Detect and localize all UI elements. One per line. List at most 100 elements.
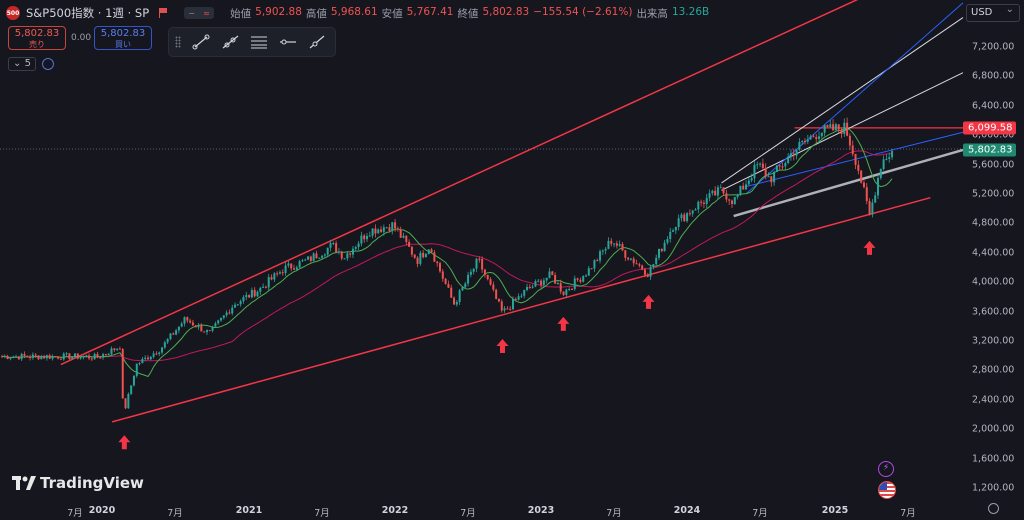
candle-body (646, 274, 649, 277)
candle-body (175, 330, 178, 335)
sell-button[interactable]: 5,802.83 売り (8, 26, 66, 50)
candle-body (792, 153, 795, 156)
candle-body (116, 348, 119, 350)
candle-body (601, 250, 604, 252)
candle-body (270, 277, 273, 280)
drag-handle-icon[interactable] (175, 36, 181, 48)
ray-tool-icon[interactable] (217, 31, 243, 53)
candle-body (627, 257, 630, 260)
flag-icon[interactable] (159, 8, 168, 18)
candle-body (85, 355, 88, 357)
candle-body (818, 136, 821, 139)
candle-body (20, 353, 23, 360)
candle-body (413, 254, 416, 258)
trendline-tool-icon[interactable] (188, 31, 214, 53)
us-flag-icon[interactable] (878, 481, 896, 499)
time-tick-label: 2020 (88, 505, 116, 516)
candle-body (888, 157, 891, 159)
candle-body (590, 268, 593, 270)
candle-body (427, 249, 430, 254)
candle-body (540, 280, 543, 285)
candle-body (545, 277, 548, 281)
candle-body (716, 187, 719, 196)
candle-body (284, 265, 287, 274)
candle-body (51, 356, 54, 359)
fib-tool-icon[interactable] (246, 31, 272, 53)
indicator-collapse-button[interactable]: ⌄ 5 (8, 57, 36, 71)
candle-body (469, 271, 472, 275)
candle-body (177, 326, 180, 331)
up-arrow-marker (118, 435, 131, 450)
axis-settings-icon[interactable] (988, 503, 999, 514)
candle-body (88, 355, 91, 359)
open-label: 始値 (230, 7, 252, 20)
candle-body (613, 243, 616, 245)
candle-body (478, 258, 481, 260)
symbol-name[interactable]: S&P500指数 · 1週 · SP (26, 6, 150, 20)
candle-body (79, 357, 82, 359)
volume-value: 13.26B (671, 5, 710, 18)
indicator-row: ⌄ 5 (8, 57, 54, 71)
candle-body (596, 260, 599, 262)
up-arrow-marker (642, 294, 655, 309)
candle-body (672, 230, 675, 232)
candle-body (753, 164, 756, 179)
candle-body (43, 356, 46, 359)
candle-body (118, 348, 121, 350)
candle-body (531, 286, 534, 288)
tradingview-logo[interactable]: TradingView (12, 474, 144, 492)
candle-body (278, 272, 281, 274)
candle-body (444, 278, 447, 285)
candle-body (526, 286, 529, 290)
compare-toggle[interactable]: − ≈ (184, 7, 215, 19)
candle-body (512, 299, 514, 310)
candle-body (467, 274, 470, 284)
candle-body (102, 354, 105, 358)
low-label: 安値 (381, 7, 403, 20)
candle-body (708, 193, 711, 198)
indicator-settings-icon[interactable] (41, 58, 54, 70)
price-tick-label: 3,600.00 (972, 306, 1015, 318)
candle-body (301, 260, 304, 262)
candle-body (638, 264, 641, 266)
currency-select[interactable]: USD (966, 2, 1020, 22)
candle-body (520, 295, 523, 297)
candle-body (180, 323, 183, 327)
symbol-logo[interactable]: 500 (6, 6, 20, 20)
candle-body (273, 273, 276, 280)
candle-body (90, 358, 93, 360)
candle-body (784, 163, 787, 167)
candle-body (666, 239, 669, 243)
candle-body (554, 275, 557, 284)
candle-body (742, 185, 745, 190)
candle-body (225, 312, 228, 316)
candle-body (23, 353, 26, 356)
time-tick-label: 7月 (606, 508, 622, 519)
lightning-icon[interactable]: ⚡ (878, 461, 894, 477)
channel-lower-gray-line (733, 148, 964, 218)
candle-body (669, 231, 672, 240)
candle-body (408, 242, 411, 247)
candle-body (371, 228, 374, 236)
extended-line-tool-icon[interactable] (304, 31, 330, 53)
price-tick-label: 5,200.00 (972, 188, 1015, 200)
price-tick-label: 2,800.00 (972, 364, 1015, 376)
candle-body (48, 355, 51, 359)
buy-button[interactable]: 5,802.83 買い (94, 26, 152, 50)
candle-body (135, 363, 138, 376)
candle-body (615, 243, 618, 246)
candle-body (138, 363, 141, 365)
candle-body (15, 356, 18, 358)
candle-body (624, 250, 627, 258)
candle-body (40, 356, 43, 360)
horizontal-line-tool-icon[interactable] (275, 31, 301, 53)
brand-name: TradingView (40, 474, 144, 492)
candle-body (433, 252, 436, 262)
candle-body (506, 308, 509, 310)
candle-body (593, 260, 596, 269)
candle-body (879, 169, 882, 178)
candle-body (649, 267, 652, 277)
candle-body (523, 289, 526, 296)
candle-body (747, 180, 750, 185)
